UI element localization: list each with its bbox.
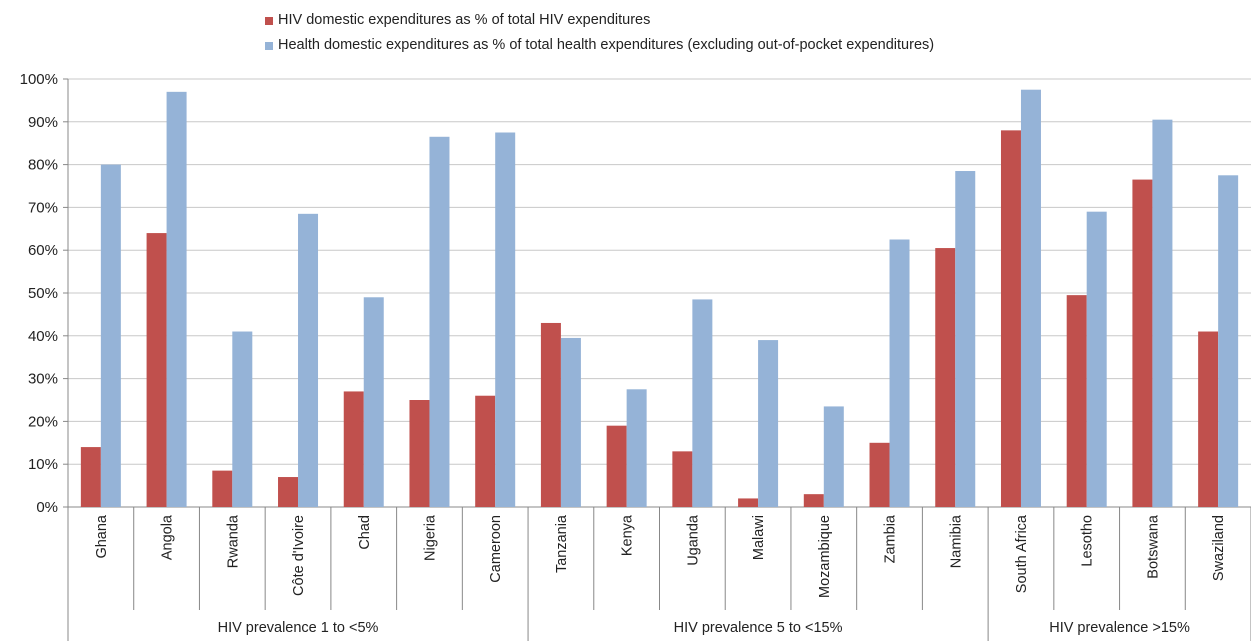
bar-health-9 <box>692 299 713 507</box>
bar-health-14 <box>1020 89 1041 507</box>
x-tick-label: Tanzania <box>554 514 570 573</box>
bar-health-10 <box>758 340 779 507</box>
legend-label-health: Health domestic expenditures as % of tot… <box>278 37 935 53</box>
bar-hiv-8 <box>606 425 627 507</box>
group-label-2: HIV prevalence >15% <box>1049 620 1190 636</box>
bar-hiv-4 <box>343 391 364 507</box>
y-tick-label: 60% <box>28 242 58 259</box>
x-tick-label: Mozambique <box>817 515 833 598</box>
x-tick-label: Cameroon <box>488 515 504 583</box>
y-tick-label: 40% <box>28 328 58 345</box>
legend-item-hiv: HIV domestic expenditures as % of total … <box>265 8 934 33</box>
bar-health-17 <box>1218 175 1239 508</box>
y-tick-label: 70% <box>28 199 58 216</box>
bar-hiv-16 <box>1132 179 1153 507</box>
y-tick-label: 80% <box>28 157 58 174</box>
x-tick-label: Swaziland <box>1211 515 1227 581</box>
bar-hiv-11 <box>803 494 824 507</box>
bar-hiv-13 <box>935 248 956 507</box>
bar-hiv-6 <box>475 395 496 507</box>
bar-health-11 <box>823 406 844 507</box>
bar-hiv-1 <box>146 233 167 507</box>
legend: HIV domestic expenditures as % of total … <box>265 8 934 58</box>
bar-health-4 <box>363 297 384 507</box>
bar-health-12 <box>889 239 910 507</box>
legend-item-health: Health domestic expenditures as % of tot… <box>265 33 934 58</box>
bar-health-2 <box>232 331 253 507</box>
group-label-1: HIV prevalence 5 to <15% <box>674 620 843 636</box>
x-tick-label: Zambia <box>883 514 899 563</box>
x-tick-label: Botswana <box>1145 514 1161 579</box>
bar-hiv-2 <box>212 470 233 507</box>
group-label-0: HIV prevalence 1 to <5% <box>218 620 379 636</box>
legend-label-hiv: HIV domestic expenditures as % of total … <box>278 12 651 28</box>
bar-health-8 <box>626 389 647 507</box>
y-tick-label: 20% <box>28 413 58 430</box>
bar-hiv-3 <box>278 477 299 507</box>
y-tick-label: 10% <box>28 456 58 473</box>
bar-hiv-14 <box>1000 130 1021 508</box>
x-tick-label: Uganda <box>685 514 701 566</box>
bar-hiv-12 <box>869 442 890 507</box>
x-tick-label: South Africa <box>1014 514 1030 593</box>
bar-hiv-17 <box>1198 331 1219 507</box>
x-tick-label: Lesotho <box>1080 515 1096 567</box>
bar-health-7 <box>560 337 581 507</box>
y-tick-label: 100% <box>20 71 58 88</box>
bar-hiv-10 <box>738 498 759 507</box>
y-tick-label: 30% <box>28 371 58 388</box>
x-tick-label: Kenya <box>620 514 636 556</box>
x-tick-label: Rwanda <box>225 514 241 568</box>
bar-hiv-15 <box>1066 295 1087 507</box>
bar-health-3 <box>298 213 319 507</box>
x-tick-label: Malawi <box>751 515 767 560</box>
legend-swatch-hiv <box>265 16 273 25</box>
x-tick-label: Nigeria <box>422 514 438 561</box>
bar-hiv-5 <box>409 400 430 507</box>
bar-health-16 <box>1152 119 1173 507</box>
bar-health-0 <box>100 164 121 507</box>
bar-health-1 <box>166 91 187 507</box>
legend-swatch-health <box>265 41 273 50</box>
y-tick-label: 0% <box>36 499 58 516</box>
y-tick-label: 90% <box>28 114 58 131</box>
bar-health-5 <box>429 136 450 507</box>
x-tick-label: Namibia <box>948 514 964 568</box>
x-tick-label: Côte d'Ivoire <box>291 515 307 596</box>
y-tick-label: 50% <box>28 285 58 302</box>
x-tick-label: Ghana <box>94 514 110 558</box>
bar-hiv-7 <box>540 322 561 507</box>
x-tick-label: Chad <box>357 515 373 550</box>
bar-hiv-0 <box>80 447 101 507</box>
x-tick-label: Angola <box>160 514 176 560</box>
bar-health-13 <box>955 171 976 507</box>
bar-health-6 <box>495 132 516 507</box>
bar-health-15 <box>1086 211 1107 507</box>
bar-hiv-9 <box>672 451 693 507</box>
